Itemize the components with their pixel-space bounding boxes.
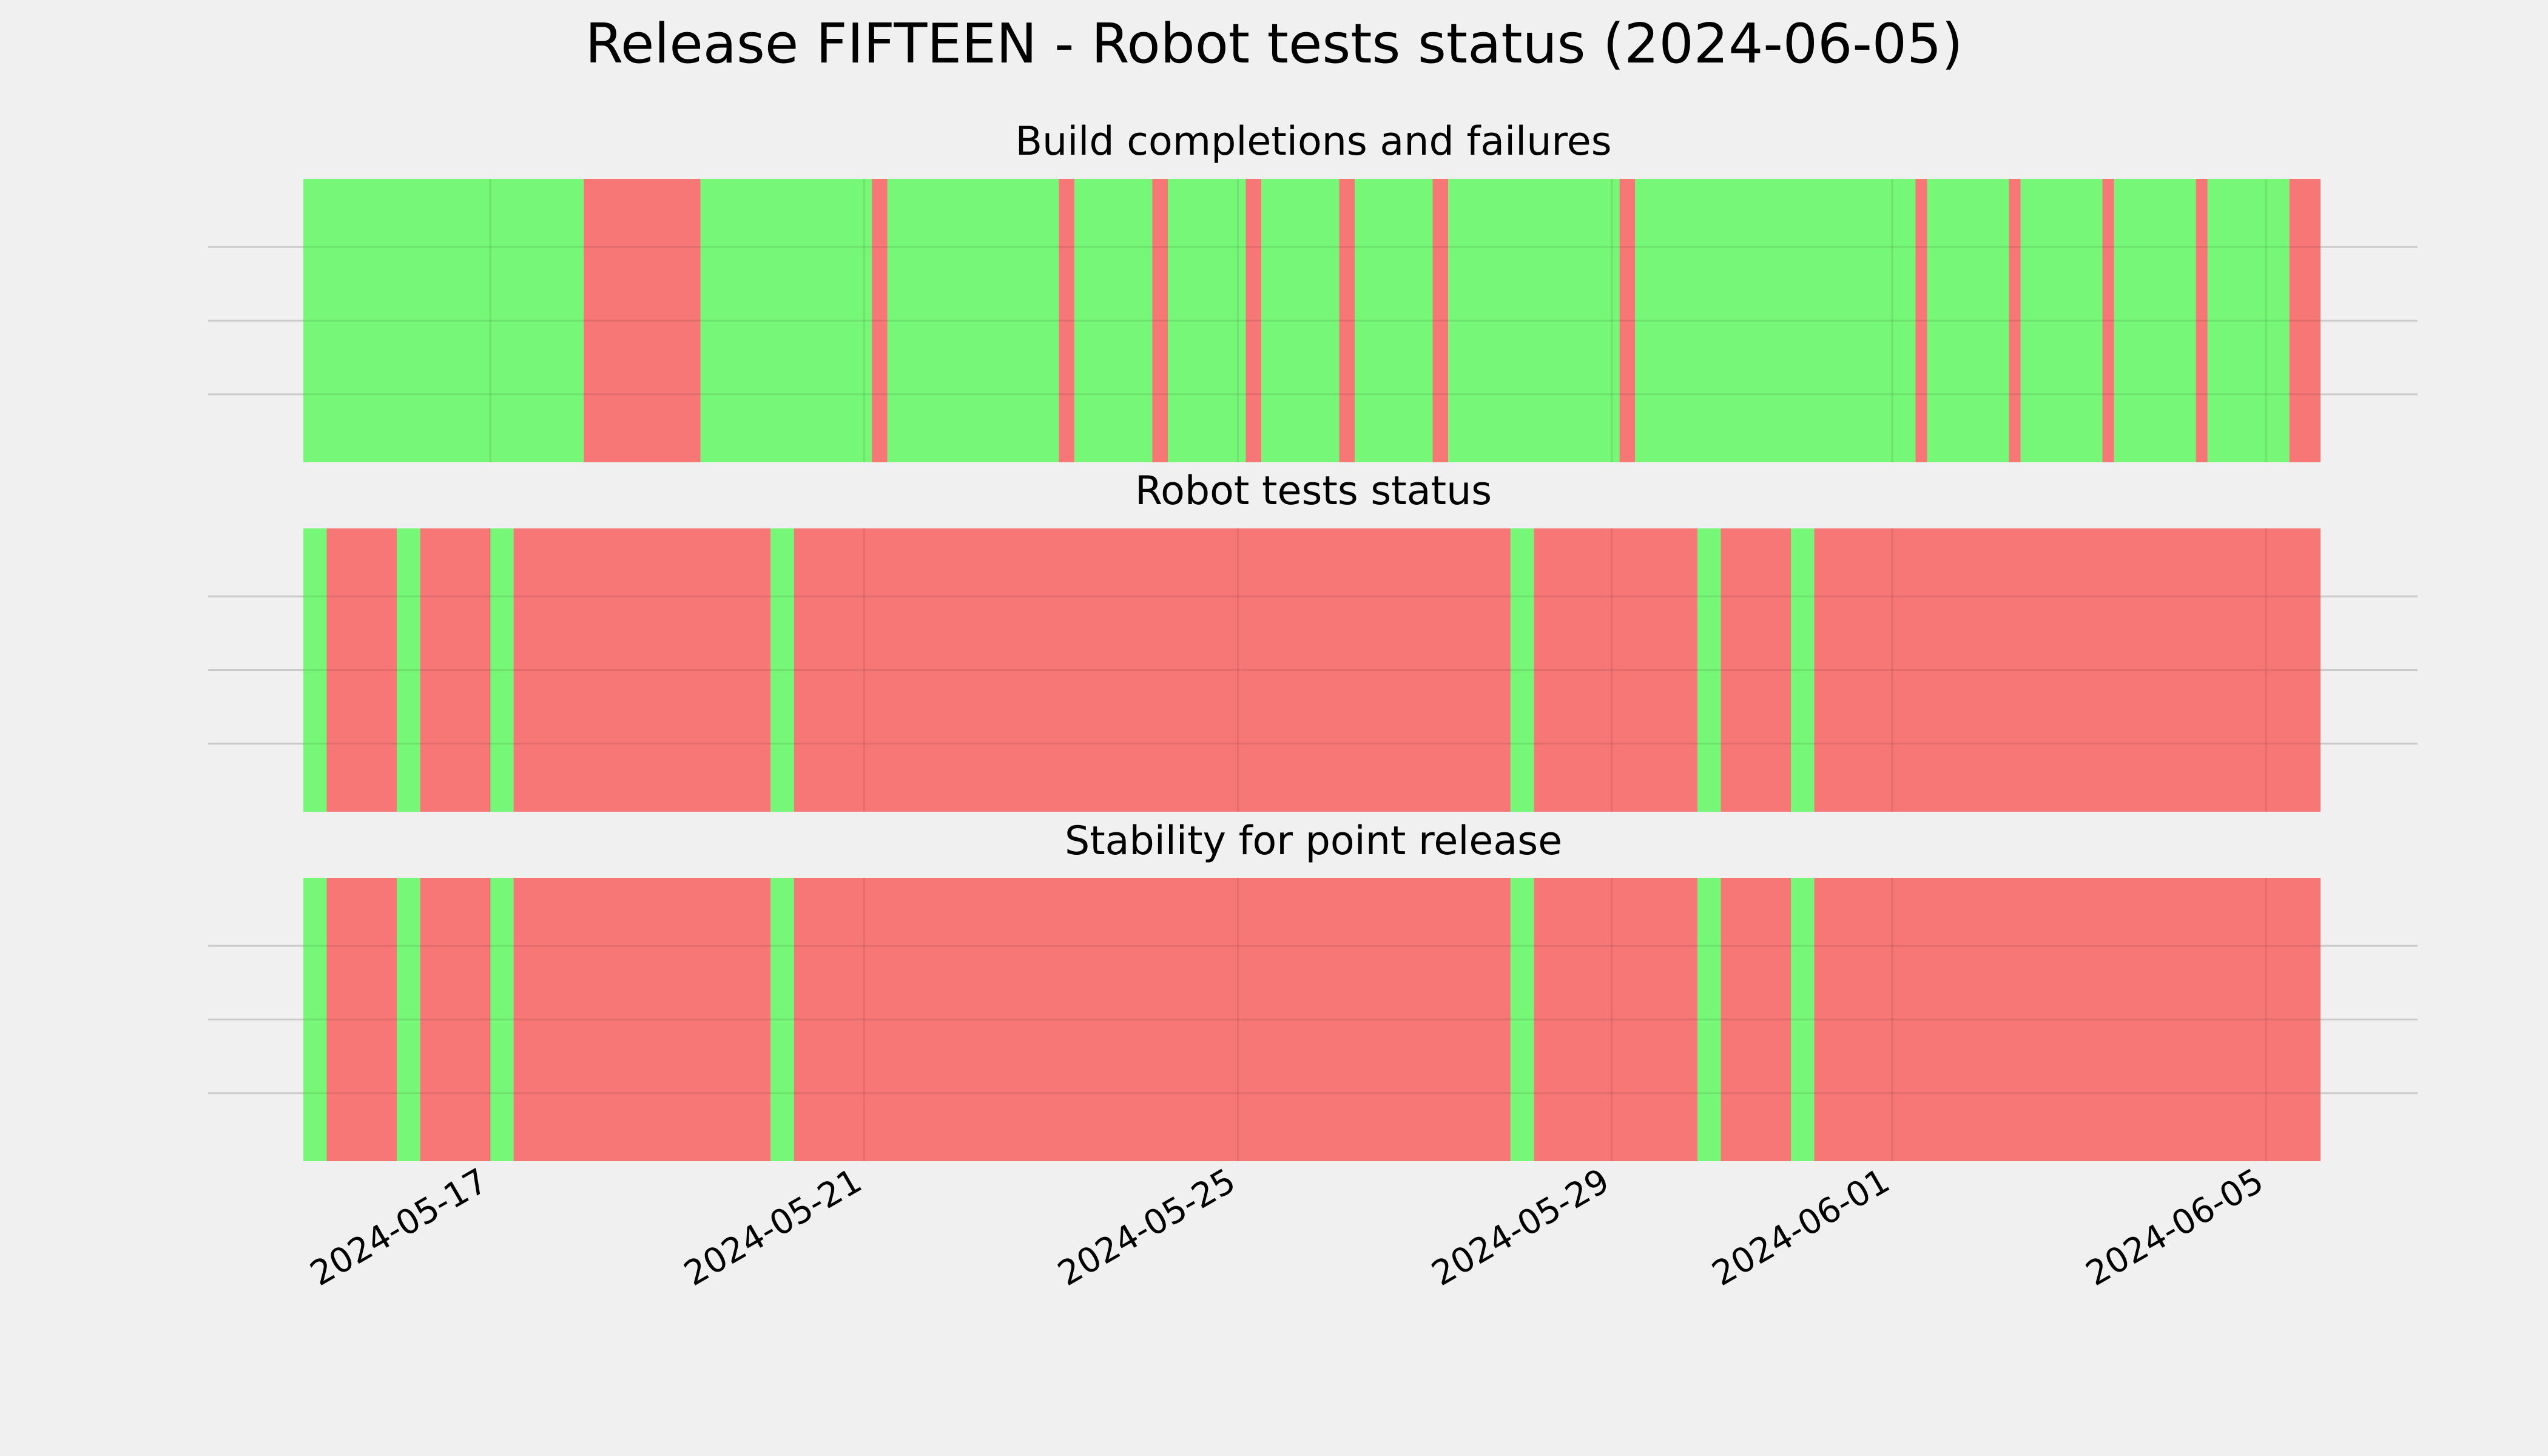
status-segment-pass [1510,878,1534,1161]
panel-segments [303,179,2320,462]
status-segment-fail [794,878,1511,1161]
status-segment-pass [1074,179,1153,462]
status-segment-fail [2196,179,2208,462]
panel-title-build-completions: Build completions and failures [1015,119,1611,164]
panel-segments [303,878,2320,1161]
status-segment-fail [1534,528,1697,812]
status-segment-pass [2207,179,2290,462]
status-segment-fail [1814,878,2320,1161]
status-segment-pass [1355,179,1433,462]
status-segment-fail [513,528,771,812]
status-segment-fail [1534,878,1697,1161]
status-segment-fail [1059,179,1074,462]
status-segment-pass [490,528,514,812]
status-segment-fail [326,528,397,812]
status-segment-pass [887,179,1059,462]
panel-title-stability-point-release: Stability for point release [1065,818,1562,864]
status-segment-fail [1721,528,1791,812]
panel-segments [303,528,2320,812]
status-segment-pass [1635,179,1916,462]
status-segment-pass [1791,878,1815,1161]
status-segment-fail [2289,179,2320,462]
status-segment-pass [1697,528,1721,812]
status-segment-fail [1721,878,1791,1161]
status-segment-pass [397,878,420,1161]
status-segment-pass [1927,179,2009,462]
status-segment-fail [1915,179,1927,462]
status-segment-fail [2102,179,2114,462]
panel-vertical-gridlines [303,528,2320,812]
panel-robot-tests-status: Robot tests status [208,468,2418,812]
panel-vertical-gridlines [303,179,2320,462]
status-segment-fail [2009,179,2021,462]
status-segment-fail [326,878,397,1161]
figure-title: Release FIFTEEN - Robot tests status (20… [585,12,1963,76]
status-segment-fail [420,528,491,812]
status-segment-pass [2114,179,2196,462]
status-segment-fail [1619,179,1636,462]
status-segment-pass [1697,878,1721,1161]
status-segment-pass [490,878,514,1161]
status-segment-fail [513,878,771,1161]
status-segment-fail [1245,179,1262,462]
status-segment-pass [770,528,794,812]
status-segment-pass [700,179,872,462]
status-segment-pass [1448,179,1620,462]
panel-title-robot-tests-status: Robot tests status [1135,468,1492,514]
status-segment-fail [1339,179,1355,462]
status-segment-pass [1168,179,1246,462]
status-segment-pass [303,878,327,1161]
status-segment-fail [794,528,1511,812]
status-segment-pass [770,878,794,1161]
status-segment-pass [1791,528,1815,812]
status-segment-fail [872,179,888,462]
status-segment-pass [1510,528,1534,812]
panel-vertical-gridlines [303,878,2320,1161]
status-segment-fail [1152,179,1168,462]
status-segment-pass [1261,179,1340,462]
status-segment-pass [2020,179,2103,462]
status-segment-fail [1814,528,2320,812]
status-segment-fail [584,179,701,462]
panel-build-completions: Build completions and failures [208,119,2418,462]
status-segment-pass [303,528,327,812]
status-segment-pass [397,528,420,812]
status-segment-fail [1432,179,1449,462]
status-segment-pass [303,179,584,462]
panel-stability-point-release: Stability for point release [208,818,2418,1161]
status-segment-fail [420,878,491,1161]
